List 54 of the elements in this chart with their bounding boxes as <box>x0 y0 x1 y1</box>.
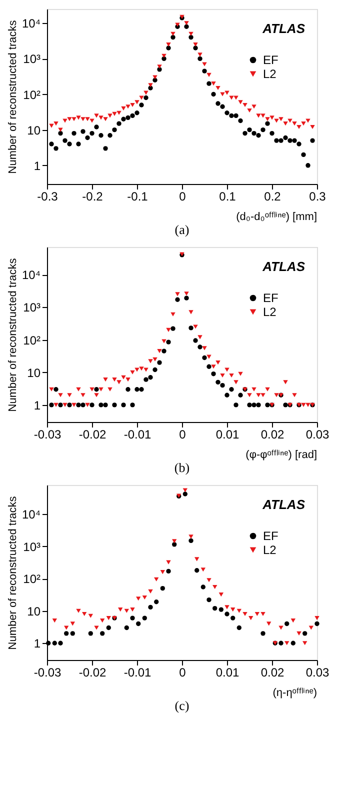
x-tick-label: 0.03 <box>306 666 330 680</box>
x-tick-label: 0 <box>179 190 186 204</box>
x-axis-title: (η-ηᵒᶠᶠˡⁱⁿᵉ) <box>272 687 317 699</box>
legend-label: EF <box>263 53 278 67</box>
x-tick-label: 0.2 <box>264 190 282 204</box>
y-tick-label: 10² <box>23 88 41 102</box>
y-tick-label: 10 <box>27 366 41 380</box>
x-tick-label: -0.1 <box>127 190 148 204</box>
x-tick-label: 0.02 <box>260 428 284 442</box>
y-tick-label: 10⁴ <box>22 508 40 522</box>
x-tick-label: 0 <box>179 428 186 442</box>
y-axis-title: Number of reconstructed tracks <box>6 20 19 174</box>
annotation: ATLAS <box>262 497 306 512</box>
x-tick-label: -0.03 <box>34 428 62 442</box>
annotation: ATLAS <box>262 21 306 36</box>
y-axis-title: Number of reconstructed tracks <box>6 496 19 650</box>
x-tick-label: -0.02 <box>78 666 106 680</box>
text: (b) <box>174 460 190 475</box>
y-tick-label: 10³ <box>23 540 41 554</box>
x-tick-label: -0.02 <box>78 428 106 442</box>
text: (c) <box>174 698 190 713</box>
x-tick-label: 0.1 <box>219 190 236 204</box>
y-tick-label: 1 <box>34 636 41 651</box>
y-tick-label: 10 <box>27 123 41 138</box>
y-tick-label: 1 <box>34 158 41 173</box>
y-tick-label: 10² <box>23 572 41 586</box>
x-axis-title: (d₀-d₀ᵒᶠᶠˡⁱⁿᵉ) [mm] <box>236 211 317 223</box>
legend-label: L2 <box>263 305 277 319</box>
y-tick-label: 10³ <box>23 300 41 315</box>
legend-label: EF <box>263 529 278 543</box>
legend-label: L2 <box>263 67 277 81</box>
y-axis-title: Number of reconstructed tracks <box>6 258 19 412</box>
y-tick-label: 10³ <box>23 52 41 66</box>
x-tick-label: -0.3 <box>37 190 58 204</box>
y-tick-label: 1 <box>34 398 41 412</box>
x-axis-title: (φ-φᵒᶠᶠˡⁱⁿᵉ) [rad] <box>246 449 317 461</box>
x-tick-label: 0.01 <box>216 666 240 680</box>
x-tick-label: 0.03 <box>306 428 330 442</box>
text: (a) <box>174 222 190 237</box>
x-tick-label: 0.01 <box>216 428 240 442</box>
y-tick-label: 10⁴ <box>22 16 40 31</box>
x-tick-label: 0.02 <box>260 666 284 680</box>
annotation: ATLAS <box>262 259 306 274</box>
x-tick-label: -0.03 <box>34 666 62 680</box>
legend-label: L2 <box>263 543 277 557</box>
x-tick-label: -0.2 <box>82 190 104 204</box>
x-tick-label: 0.3 <box>309 190 326 204</box>
y-tick-label: 10⁴ <box>22 268 40 282</box>
y-tick-label: 10 <box>27 604 41 618</box>
x-tick-label: 0 <box>179 666 186 680</box>
legend-label: EF <box>263 291 278 305</box>
x-tick-label: -0.01 <box>124 666 152 680</box>
x-tick-label: -0.01 <box>124 428 152 442</box>
y-tick-label: 10² <box>23 333 41 348</box>
